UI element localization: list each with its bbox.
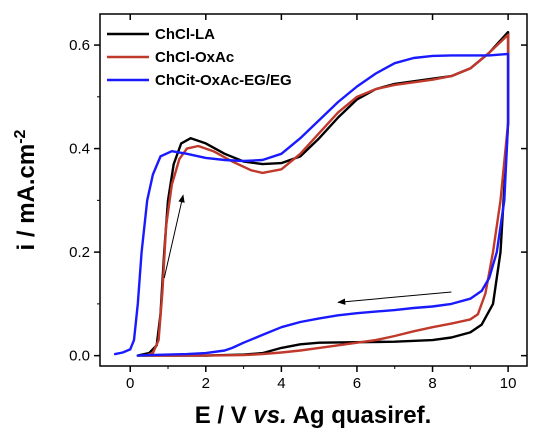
y-tick-label: 0.2: [69, 244, 90, 261]
annotation-arrow-1: [163, 194, 185, 279]
y-tick-label: 0.0: [69, 348, 90, 365]
x-tick-label: 4: [277, 375, 285, 392]
y-axis-ticks: 0.0 0.2 0.4 0.6: [69, 37, 527, 365]
x-tick-label: 0: [126, 375, 134, 392]
annotation-arrows: [163, 194, 452, 305]
series-lines: [113, 30, 510, 357]
x-tick-label: 6: [353, 375, 361, 392]
x-tick-label: 8: [428, 375, 436, 392]
x-tick-label: 2: [202, 375, 210, 392]
legend-label-chcl-la: ChCl-LA: [155, 26, 215, 43]
series-line-chcl-oxac: [144, 33, 510, 357]
series-line-chcit-oxac-eg-eg: [113, 52, 510, 357]
annotation-arrow-2: [337, 291, 452, 305]
legend-label-chcl-oxac: ChCl-OxAc: [155, 49, 234, 66]
y-axis-title: i / mA.cm-2: [12, 129, 40, 250]
x-tick-label: 10: [500, 375, 517, 392]
legend: ChCl-LA ChCl-OxAc ChCit-OxAc-EG/EG: [107, 26, 292, 89]
x-axis-ticks: 0 2 4 6 8 10: [126, 14, 516, 392]
plot-frame: [99, 13, 528, 367]
y-tick-label: 0.6: [69, 37, 90, 54]
y-tick-label: 0.4: [69, 141, 90, 158]
x-axis-title: E / V vs. Ag quasiref.: [195, 402, 432, 429]
legend-label-chcit-oxac-eg-eg: ChCit-OxAc-EG/EG: [155, 72, 292, 89]
